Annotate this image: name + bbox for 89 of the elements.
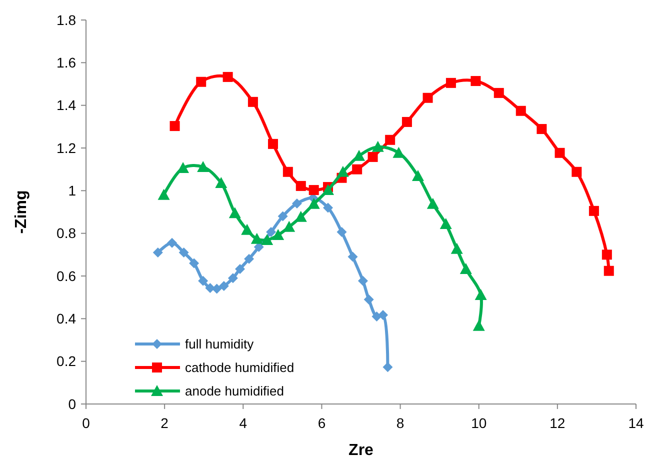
point [292,198,302,208]
x-tick-label: 10 [471,415,487,431]
point [516,106,526,116]
point [228,273,238,284]
point [368,152,378,162]
point [474,288,487,300]
point [178,248,189,258]
point [450,242,463,254]
point [372,140,384,152]
y-tick-label: 0.6 [56,268,76,284]
point [244,254,254,264]
point [322,184,334,196]
point [268,138,278,149]
x-tick-label: 2 [160,415,169,431]
point [170,121,180,132]
x-tick-label: 14 [628,415,644,431]
point [198,276,208,286]
point [205,282,216,293]
point [572,166,582,177]
y-tick-label: 1.4 [56,97,76,114]
point [352,164,362,174]
point [353,150,366,161]
point [235,264,245,274]
point [364,294,374,304]
y-tick-label: 1 [68,182,76,199]
x-tick-label: 6 [318,415,326,431]
point [215,176,228,188]
point [261,234,274,245]
point [472,320,485,331]
point [266,227,276,238]
point [336,166,349,177]
y-tick-label: 1.6 [56,54,76,71]
point [554,148,565,158]
point [222,72,233,82]
point [470,76,481,86]
point [602,250,612,260]
point [228,207,241,218]
point [536,124,547,134]
point [336,227,347,238]
y-axis-title: -Zimg [13,190,30,234]
y-tick-label: 1.2 [56,140,76,156]
point [588,206,599,216]
x-axis-title: Zre [348,442,374,459]
point [196,76,206,87]
legend-label: anode humidified [185,384,284,399]
point [152,248,163,258]
point [250,232,263,244]
x-tick-label: 4 [239,415,248,431]
point [378,310,388,320]
point [348,252,358,262]
point [422,92,433,103]
point [218,281,229,292]
y-tick-label: 0.4 [56,310,76,327]
point [197,160,210,172]
point [241,224,254,235]
point [440,218,452,229]
y-tick-label: 1.8 [56,12,76,28]
x-tick-label: 8 [396,415,404,431]
point [278,211,288,222]
point [460,262,472,274]
x-tick-label: 0 [82,415,90,431]
point [248,96,258,107]
point [177,162,190,174]
legend-label: cathode humidified [185,360,294,376]
point [296,180,306,191]
point [494,88,504,98]
point [282,166,293,177]
point [167,238,178,248]
x-tick-label: 12 [550,415,566,431]
point [212,284,222,294]
point [272,229,284,240]
point [294,210,307,222]
point [412,170,424,181]
point [308,185,319,196]
point [604,266,614,276]
point [158,188,170,200]
point [446,78,456,88]
y-tick-label: 0 [68,396,76,412]
point [189,258,200,268]
point [308,198,320,209]
point [402,116,412,127]
y-tick-label: 0.8 [56,225,76,242]
point [358,276,368,286]
point [385,134,396,145]
point [323,202,333,213]
y-tick-label: 0.2 [56,353,76,370]
legend-label: full humidity [185,336,254,352]
point [382,362,393,372]
point [426,198,439,209]
